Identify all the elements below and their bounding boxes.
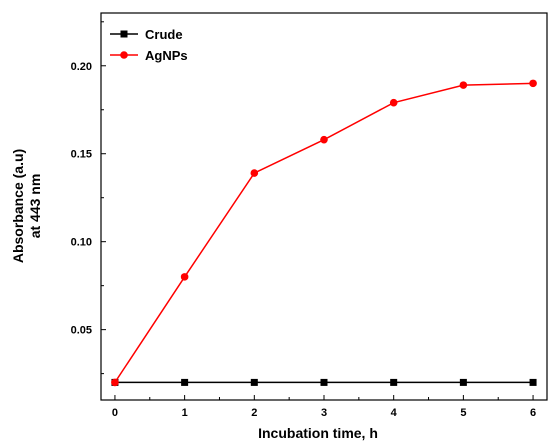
data-point-crude — [390, 378, 398, 386]
x-tick-label: 5 — [460, 407, 466, 419]
data-point-crude — [320, 378, 328, 386]
x-axis-label: Incubation time, h — [258, 425, 378, 441]
y-tick-label: 0.20 — [71, 61, 92, 73]
y-tick-label: 0.05 — [71, 325, 92, 337]
series-layer — [111, 79, 537, 387]
data-point-agnps — [389, 98, 398, 107]
data-point-agnps — [529, 79, 537, 88]
legend-label-agnps: AgNPs — [145, 48, 188, 63]
y-axis-label-line-2: at 443 nm — [27, 174, 43, 239]
data-point-crude — [459, 378, 467, 386]
x-tick-label: 1 — [182, 407, 188, 419]
data-point-agnps — [111, 378, 119, 387]
x-tick-label: 0 — [112, 407, 118, 419]
x-tick-label: 3 — [321, 407, 327, 419]
y-axis-label-group: Absorbance (a.u) at 443 nm — [10, 149, 43, 263]
legend-marker-crude — [120, 30, 128, 38]
x-tick-label: 6 — [530, 407, 536, 419]
data-point-agnps — [459, 81, 468, 89]
x-tick-label: 4 — [391, 407, 398, 419]
series-line-agnps — [114, 82, 534, 383]
y-tick-label: 0.15 — [71, 149, 92, 161]
data-point-crude — [250, 378, 258, 386]
legend-marker-agnps — [120, 51, 128, 59]
data-point-crude — [181, 378, 189, 386]
data-point-agnps — [180, 273, 189, 281]
ticks-layer: 0 1 2 3 4 5 6 0.05 0.10 0.15 0.20 — [71, 21, 536, 419]
y-axis-label-line-1: Absorbance (a.u) — [10, 149, 26, 263]
y-tick-label: 0.10 — [71, 237, 92, 249]
data-point-agnps — [250, 169, 259, 177]
legend: Crude AgNPs — [110, 27, 188, 63]
data-point-agnps — [320, 135, 328, 144]
data-point-crude — [529, 378, 537, 386]
x-tick-label: 2 — [251, 407, 257, 419]
plot-area-frame — [100, 12, 548, 401]
legend-label-crude: Crude — [145, 27, 183, 42]
